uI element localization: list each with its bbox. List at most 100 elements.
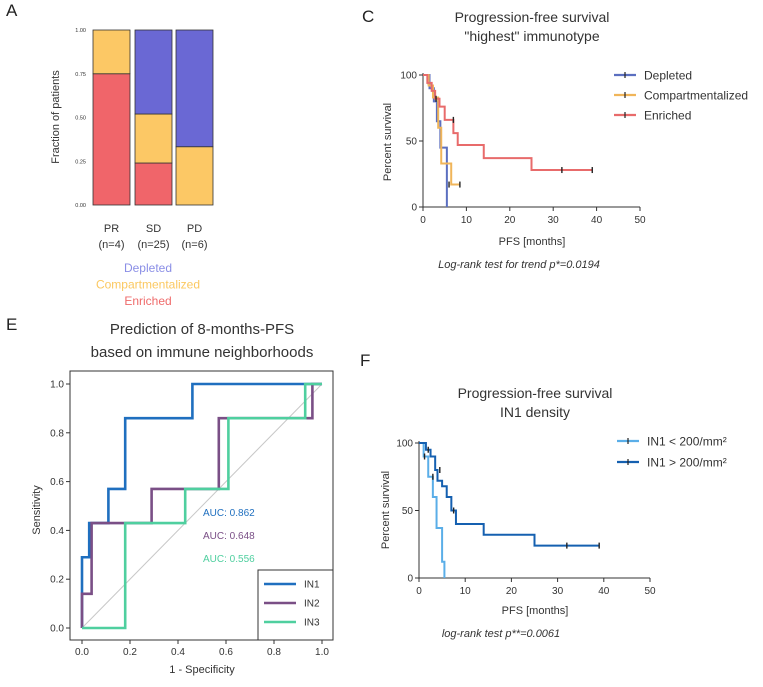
panel-a-bars: [92, 29, 214, 206]
panel-a-bar-pd-depleted: [175, 29, 214, 148]
panel-e-ytick-label: 0.4: [50, 526, 64, 537]
panel-f-legend: IN1 < 200/mm² IN1 > 200/mm²: [617, 435, 727, 470]
panel-a-ytick: 0.00: [75, 203, 86, 209]
panel-a-category-n: (n=4): [99, 239, 125, 251]
panel-c-ytick-label: 100: [400, 71, 417, 82]
panel-f-ytick-label: 0: [407, 574, 413, 585]
panel-c-xtick-label: 40: [591, 215, 603, 226]
panel-c-ytick-label: 0: [411, 203, 417, 214]
panel-e-ytick-label: 0.6: [50, 477, 64, 488]
panel-f-xtick-label: 30: [552, 586, 564, 597]
panel-a-letter: A: [6, 1, 18, 20]
panel-e-line-in3: [82, 382, 322, 630]
panel-e-xtick-label: 0.8: [267, 647, 281, 658]
panel-c-legend-label-enriched: Enriched: [644, 109, 691, 123]
panel-e-ytick-label: 0.0: [50, 624, 64, 635]
panel-e-line-in1: [80, 382, 322, 628]
panel-a-ytick: 0.25: [75, 159, 86, 165]
panel-f-line-in1-200-mm: [419, 442, 600, 547]
panel-e-letter: E: [6, 315, 17, 334]
panel-e-xtick-label: 0.4: [171, 647, 185, 658]
panel-f-line-in1-200-mm: [419, 442, 446, 578]
panel-e-plot: 0.0 0.2 0.4 0.6 0.8 1.0 0.0 0.2 0.4 0.6 0.8 1.0: [50, 370, 334, 658]
panel-c-legend: Depleted Compartmentalized Enriched: [614, 69, 748, 123]
panel-e-xtick-label: 0.2: [123, 647, 137, 658]
panel-a-legend-compartmentalized: Compartmentalized: [96, 278, 200, 292]
panel-c-plot: 0 10 20 30 40 50 0 50 100: [400, 71, 646, 227]
panel-f-letter: F: [360, 351, 370, 370]
panel-a-bar-sd-depleted: [134, 29, 173, 115]
panel-e-xlabel: 1 - Specificity: [169, 664, 235, 676]
panel-e-title-line2: based on immune neighborhoods: [91, 344, 314, 361]
panel-a-category-n: (n=25): [137, 239, 169, 251]
panel-c-legend-label-depleted: Depleted: [644, 69, 692, 83]
panel-a-bar-pd-compartmentalized: [175, 146, 214, 206]
panel-e-plot-frame: [69, 370, 334, 641]
panel-f-xlabel: PFS [months]: [502, 605, 569, 617]
panel-f-title-line1: Progression-free survival: [458, 385, 613, 401]
panel-c-line-enriched: [423, 74, 593, 172]
panel-f-legend-label-in1-200-mm: IN1 > 200/mm²: [647, 456, 727, 470]
panel-e-legend-label-in1: IN1: [304, 580, 320, 591]
panel-f: F Progression-free survival IN1 density …: [360, 351, 727, 640]
panel-e-ylabel: Sensitivity: [31, 485, 43, 535]
panel-a-bar-sd-enriched: [134, 162, 173, 206]
panel-e-xtick-label: 1.0: [315, 647, 329, 658]
panel-c-xlabel: PFS [months]: [499, 236, 566, 248]
panel-f-ylabel: Percent survival: [380, 471, 392, 549]
panel-e-legend: IN1 IN2 IN3: [257, 569, 334, 641]
panel-e-ytick-label: 0.8: [50, 428, 64, 439]
panel-c-xtick-label: 50: [634, 215, 646, 226]
panel-f-ytick-label: 100: [396, 439, 413, 450]
panel-e-legend-label-in2: IN2: [304, 599, 320, 610]
panel-a-ytick: 0.75: [75, 72, 86, 78]
panel-e: E Prediction of 8-months-PFS based on im…: [6, 315, 334, 676]
panel-f-title-line2: IN1 density: [500, 404, 570, 420]
panel-f-xtick-label: 10: [460, 586, 472, 597]
panel-a-yticks: 0.00 0.25 0.50 0.75 1.00: [75, 28, 86, 209]
panel-a-category-label: PD: [187, 223, 202, 235]
panel-f-xtick-label: 50: [644, 586, 656, 597]
panel-e-auc-in3: AUC: 0.556: [203, 554, 255, 565]
panel-c-ylabel: Percent survival: [382, 103, 394, 181]
panel-f-xtick-label: 0: [416, 586, 422, 597]
panel-e-xtick-label: 0.0: [75, 647, 89, 658]
panel-e-legend-box: [257, 569, 334, 641]
panel-c-legend-label-compartmentalized: Compartmentalized: [644, 89, 748, 103]
panel-c-letter: C: [362, 7, 374, 26]
panel-e-auc-in2: AUC: 0.648: [203, 531, 255, 542]
panel-f-plot: 0 10 20 30 40 50 0 50 100: [396, 439, 656, 598]
panel-a-category-label: SD: [146, 223, 161, 235]
panel-c-xtick-label: 20: [504, 215, 516, 226]
panel-a-ytick: 0.50: [75, 116, 86, 122]
panel-a-category-n: (n=6): [182, 239, 208, 251]
panel-c-annotation: Log-rank test for trend p*=0.0194: [438, 259, 600, 271]
panel-a-legend-depleted: Depleted: [124, 261, 172, 275]
panel-e-title-line1: Prediction of 8-months-PFS: [110, 321, 294, 338]
panel-a: A Fraction of patients 0.00 0.25 0.50 0.75 1…: [6, 1, 214, 308]
panel-f-xtick-label: 20: [506, 586, 518, 597]
panel-f-annotation: log-rank test p**=0.0061: [442, 628, 560, 640]
panel-c-title-line2: "highest" immunotype: [464, 28, 599, 44]
panel-a-ytick: 1.00: [75, 28, 86, 34]
panel-a-bar-sd-compartmentalized: [134, 113, 173, 164]
panel-f-ytick-label: 50: [402, 506, 414, 517]
panel-c-title-line1: Progression-free survival: [455, 9, 610, 25]
panel-c-line-compartmentalized: [423, 74, 460, 186]
panel-a-ylabel: Fraction of patients: [50, 70, 62, 164]
panel-a-bar-pr-compartmentalized: [92, 29, 131, 75]
panel-e-line-in2: [80, 382, 322, 628]
panel-a-legend-enriched: Enriched: [124, 294, 171, 308]
panel-f-xtick-label: 40: [598, 586, 610, 597]
panel-c-ytick-label: 50: [406, 137, 418, 148]
panel-e-ytick-label: 0.2: [50, 575, 64, 586]
panel-e-auc-in1: AUC: 0.862: [203, 508, 255, 519]
panel-a-categories: PR (n=4) SD (n=25) PD (n=6): [99, 223, 208, 251]
panel-e-auc-labels: AUC: 0.862 AUC: 0.648 AUC: 0.556: [203, 508, 255, 565]
panel-a-category-label: PR: [104, 223, 119, 235]
panel-f-legend-label-in1-200-mm: IN1 < 200/mm²: [647, 435, 727, 449]
panel-c-xtick-label: 10: [461, 215, 473, 226]
panel-a-legend: Depleted Compartmentalized Enriched: [96, 261, 200, 308]
panel-c-xtick-label: 30: [548, 215, 560, 226]
